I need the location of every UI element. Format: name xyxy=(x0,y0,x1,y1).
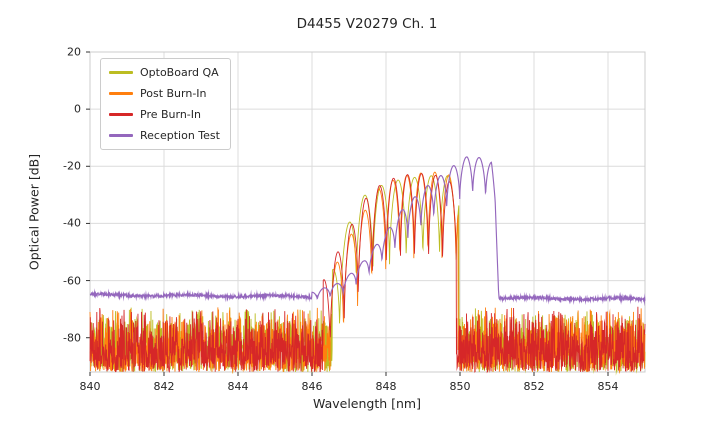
x-tick-label: 844 xyxy=(227,380,249,393)
y-tick-label: -80 xyxy=(63,331,81,345)
legend-label: Pre Burn-In xyxy=(140,108,201,121)
x-tick-label: 854 xyxy=(597,380,619,393)
x-tick-label: 842 xyxy=(153,380,175,393)
legend-label: Post Burn-In xyxy=(140,87,207,100)
y-tick-label: 20 xyxy=(67,45,81,59)
legend-item: Reception Test xyxy=(109,127,220,144)
legend: OptoBoard QA Post Burn-In Pre Burn-In Recep… xyxy=(100,58,231,150)
x-axis-label: Wavelength [nm] xyxy=(313,396,421,411)
legend-line-swatch xyxy=(109,134,133,137)
legend-line-swatch xyxy=(109,92,133,95)
y-tick-label: -20 xyxy=(63,159,81,173)
legend-item: Pre Burn-In xyxy=(109,106,220,123)
legend-label: Reception Test xyxy=(140,129,220,142)
x-tick-label: 852 xyxy=(523,380,545,393)
legend-line-swatch xyxy=(109,71,133,74)
y-tick-label: 0 xyxy=(74,102,81,116)
y-axis-label: Optical Power [dB] xyxy=(26,153,42,271)
x-tick-label: 840 xyxy=(79,380,101,393)
x-tick-label: 850 xyxy=(449,380,471,393)
y-tick-label: -40 xyxy=(63,216,81,230)
x-tick-label: 846 xyxy=(301,380,323,393)
y-tick-label: -60 xyxy=(63,274,81,288)
legend-line-swatch xyxy=(109,113,133,116)
legend-label: OptoBoard QA xyxy=(140,66,219,79)
legend-item: Post Burn-In xyxy=(109,85,220,102)
x-tick-label: 848 xyxy=(375,380,397,393)
legend-item: OptoBoard QA xyxy=(109,64,220,81)
